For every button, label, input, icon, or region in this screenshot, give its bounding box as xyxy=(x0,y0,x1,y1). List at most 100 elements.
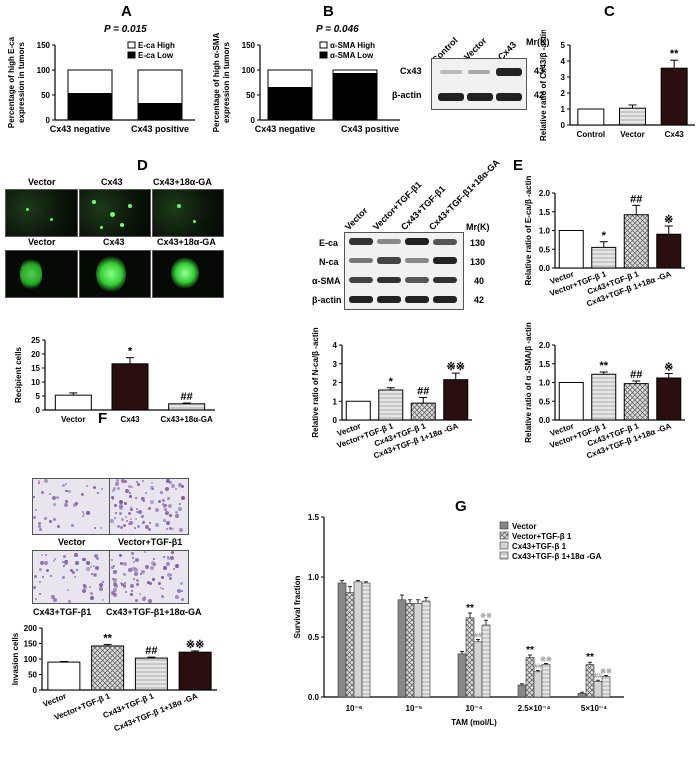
chart-g-ylabel: Survival fraction xyxy=(293,576,302,639)
chart-g-ytick-label: 1.5 xyxy=(308,513,320,522)
chart-g-annotation: ※※ xyxy=(600,667,612,675)
stained-cell xyxy=(148,507,151,510)
stained-cell xyxy=(171,484,175,488)
chart-a: 0 50 100 150 Percentage of high E-caexpressi… xyxy=(7,36,195,134)
stained-cell xyxy=(136,583,139,586)
chart-f-ytick-label: 150 xyxy=(24,640,38,649)
chart-b-bar-segment xyxy=(332,69,378,74)
stained-cell xyxy=(112,498,114,500)
stained-cell xyxy=(114,504,117,507)
chart-g-category-label: 5×10⁻⁴ xyxy=(581,704,607,713)
stained-cell xyxy=(169,527,172,530)
blot-band xyxy=(349,296,373,303)
stained-cell xyxy=(121,583,124,586)
blot-band xyxy=(377,239,401,244)
chart-g-bar xyxy=(345,592,355,698)
stained-cell xyxy=(131,567,135,571)
stained-cell xyxy=(181,496,185,500)
stained-cell xyxy=(140,573,142,575)
stained-cell xyxy=(120,526,123,529)
chart-g-bar xyxy=(541,664,551,698)
stained-cell xyxy=(65,483,67,485)
chart-e-ecad-annotation: ※ xyxy=(664,214,673,226)
chart-d-bar xyxy=(54,394,92,411)
chart-f-bar xyxy=(47,661,81,691)
f-image-label-vector: Vector xyxy=(58,537,86,547)
stained-cell xyxy=(150,486,154,490)
chart-d-bar xyxy=(111,363,149,411)
chart-e-ecad-ytick-label: 2.0 xyxy=(539,189,551,198)
chart-d-ytick-label: 25 xyxy=(31,336,40,345)
stained-cell xyxy=(38,522,41,525)
stained-cell xyxy=(90,566,92,568)
chart-a-ylabel: Percentage of high E-caexpression in tum… xyxy=(7,36,26,128)
stained-cell xyxy=(129,521,133,525)
cell-blob xyxy=(171,257,199,289)
stained-cell xyxy=(62,484,65,487)
chart-b-ytick-label: 150 xyxy=(242,41,256,50)
stained-cell xyxy=(136,511,138,513)
stained-cell xyxy=(148,599,152,603)
stained-cell xyxy=(102,599,104,601)
chart-b-ylabel-line2: expression in tumors xyxy=(222,42,231,123)
cell-dot xyxy=(177,204,181,208)
chart-c-category-label: Vector xyxy=(620,130,644,139)
chart-b-bar-segment xyxy=(267,69,313,88)
chart-g-bar xyxy=(405,603,415,698)
chart-e-asma-ytick-label: 1.5 xyxy=(539,360,551,369)
chart-d-ytick-label: 0 xyxy=(36,406,41,415)
f-image-vector xyxy=(32,478,110,535)
chart-e-ecad-bar xyxy=(558,230,584,269)
stained-cell xyxy=(113,570,117,574)
stained-cell xyxy=(161,595,164,598)
chart-g-legend-swatch xyxy=(499,531,509,540)
chart-e-ncad-ytick-label: 0 xyxy=(333,416,338,425)
chart-b-legend-swatch xyxy=(319,51,328,59)
stained-cell xyxy=(76,569,78,571)
chart-b-ytick-label: 0 xyxy=(251,116,256,125)
blot-c-mr-43: 43 xyxy=(534,66,545,76)
stained-cell xyxy=(68,490,71,493)
chart-c-ylabel: Relative ratio of Cx43/β -actin xyxy=(540,30,548,141)
blot-c-image xyxy=(431,58,527,110)
chart-d-bar xyxy=(168,403,206,411)
chart-a-ytick-label: 50 xyxy=(41,91,50,100)
stained-cell xyxy=(89,586,91,588)
stained-cell xyxy=(130,506,132,508)
blot-band xyxy=(405,238,429,245)
chart-e-ecad-ytick-label: 1.0 xyxy=(539,227,551,236)
stained-cell xyxy=(167,573,171,577)
cell-dot xyxy=(110,212,115,217)
chart-c-bar xyxy=(577,108,605,126)
stained-cell xyxy=(136,481,138,483)
stained-cell xyxy=(119,500,123,504)
stained-cell xyxy=(128,485,131,488)
stained-cell xyxy=(117,487,120,490)
chart-a-ytick-label: 150 xyxy=(37,41,51,50)
chart-f-category-label: Vector xyxy=(42,692,68,710)
d-image-ga-high xyxy=(152,250,224,298)
d-image-label-cx43-bottom: Cx43 xyxy=(103,237,125,247)
stained-cell xyxy=(136,508,138,510)
chart-g-bar xyxy=(473,641,483,698)
chart-b-ylabel-line1: Percentage of high α-SMA xyxy=(212,32,221,132)
stained-cell xyxy=(150,566,154,570)
stained-cell xyxy=(137,483,140,486)
stained-cell xyxy=(120,562,123,565)
stained-cell xyxy=(41,491,44,494)
stained-cell xyxy=(57,525,60,528)
stained-cell xyxy=(50,575,52,577)
chart-g-ytick-label: 1.0 xyxy=(308,573,320,582)
chart-e-asma-bar xyxy=(558,382,584,421)
stained-cell xyxy=(33,586,36,589)
chart-a-ylabel-line1: Percentage of high E-ca xyxy=(7,36,16,128)
stained-cell xyxy=(40,561,44,565)
stained-cell xyxy=(119,512,122,515)
stained-cell xyxy=(68,600,71,603)
stained-cell xyxy=(141,497,144,500)
blot-band xyxy=(377,257,401,264)
chart-f-ytick-label: 100 xyxy=(24,655,38,664)
stained-cell xyxy=(166,528,168,530)
stained-cell xyxy=(125,591,127,593)
stained-cell xyxy=(96,557,99,560)
